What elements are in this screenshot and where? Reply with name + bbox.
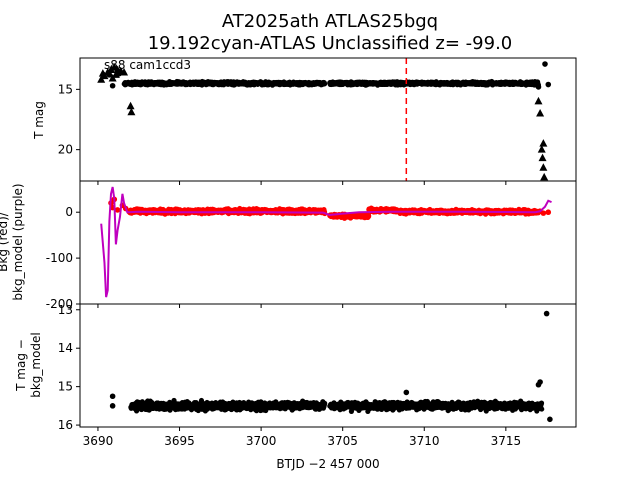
chart-title-line-2: 19.192cyan-ATLAS Unclassified z= -99.0 [148,33,513,54]
tmag-triangle-point [127,107,136,116]
tmag-ytick-label: 15 [58,82,73,96]
bkg-y-axis: 0 -100 -200 [46,205,80,311]
tmag-point [545,81,552,88]
tmag-point [542,61,548,67]
tmag-triangle-point [539,139,548,147]
bkg-point [114,207,121,213]
tmag-triangle-point [536,108,545,117]
tmag-point [321,81,328,87]
bkg-data-layer [100,186,552,298]
diff-point [109,403,116,409]
bkg-ytick-label: -100 [46,251,73,265]
x-tick-label: 3705 [327,434,358,448]
diff-ytick-label: 16 [58,418,73,432]
x-axis: 3690 3695 3700 3705 3710 3715 [83,181,521,448]
diff-point [537,379,543,385]
diff-point [543,310,550,317]
tmag-point [535,84,542,90]
diff-ytick-label: 14 [58,341,73,355]
x-tick-label: 3695 [164,434,195,448]
diff-ylabel-line-2: bkg_model [29,332,43,398]
bkg-point [366,213,372,219]
tmag-data-layer [97,58,552,181]
bkg-ylabel-line-2: bkg_model (purple) [11,183,25,300]
x-tick-label: 3690 [83,434,114,448]
x-axis-label: BTJD −2 457 000 [276,457,379,471]
x-tick-label: 3715 [491,434,522,448]
tmag-point [116,70,122,77]
chart-title-line-1: AT2025ath ATLAS25bgq [222,11,438,32]
diff-point [322,400,328,406]
diff-ytick-label: 13 [58,303,73,317]
bkg-point [540,210,547,216]
diff-point [109,393,116,400]
tmag-triangle-point [537,145,546,153]
diff-ylabel-line-1: T mag − [14,339,28,392]
diff-data-layer [109,310,553,423]
diff-point [403,389,410,396]
x-tick-label: 3710 [409,434,440,448]
tmag-point [106,72,113,78]
tmag-triangle-point [120,67,129,76]
tmag-triangle-point [126,101,135,110]
tmag-triangle-point [534,96,543,105]
x-tick-label: 3700 [246,434,277,448]
diff-point [547,416,553,423]
bkg-ylabel-line-1: Bkg (red)/ [0,211,10,272]
diff-point [539,406,545,412]
tmag-point [109,82,116,89]
diff-panel: 13 14 15 16 T mag − bkg_model [14,303,577,432]
tmag-point [534,79,540,85]
tmag-triangle-point [539,163,548,171]
bkg-ytick-label: 0 [65,205,73,219]
tmag-ytick-label: 20 [58,143,73,157]
tmag-annotation: s88 cam1ccd3 [104,58,191,72]
tmag-triangle-point [540,172,549,181]
bkg-point [545,209,552,216]
tmag-triangle-point [538,153,547,162]
diff-panel-frame [79,303,577,428]
bkg-ytick-label: -200 [46,297,73,311]
diff-y-axis: 13 14 15 16 [58,303,80,432]
diff-point [538,400,545,406]
tmag-triangle-point [98,69,107,77]
bkg-model-line [100,186,552,298]
bkg-panel: 0 -100 -200 Bkg (red)/ bkg_model (purple) [0,180,577,311]
tmag-ylabel: T mag [32,101,46,140]
diff-ytick-label: 15 [58,380,73,394]
